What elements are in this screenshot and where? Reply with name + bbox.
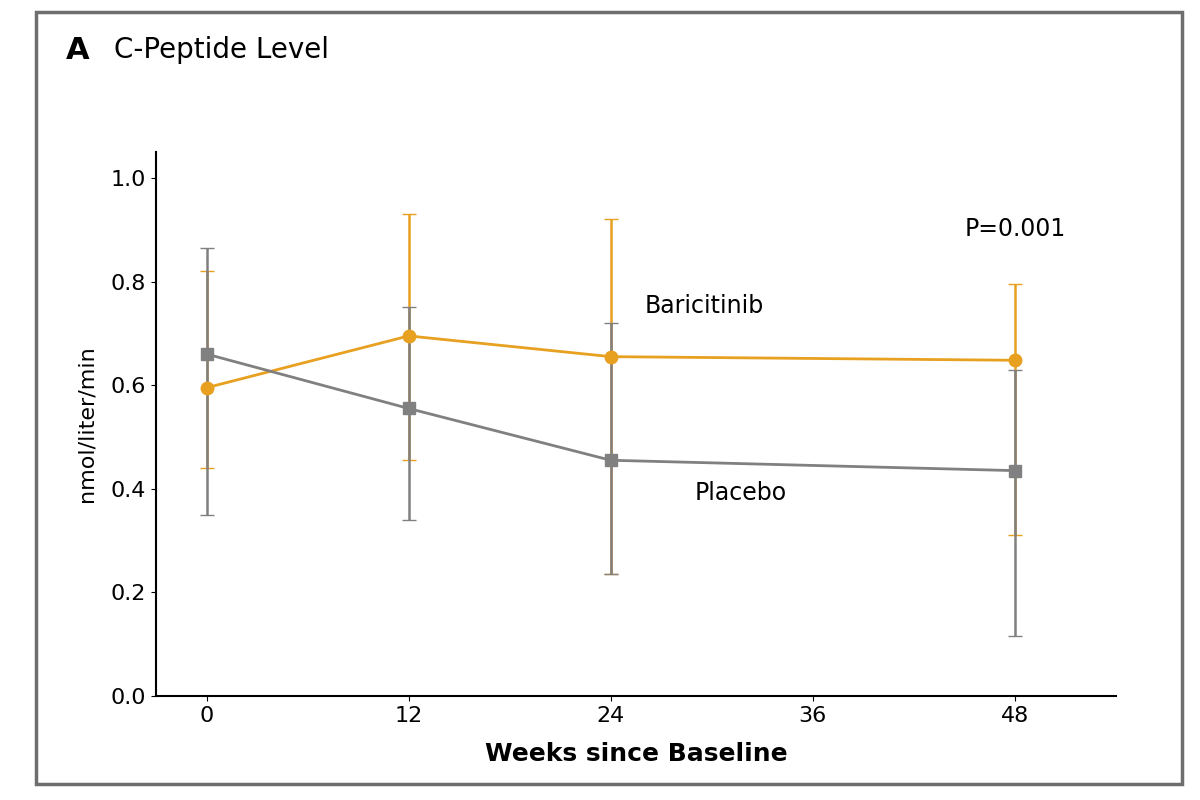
X-axis label: Weeks since Baseline: Weeks since Baseline	[485, 742, 787, 766]
Text: Baricitinib: Baricitinib	[644, 294, 763, 318]
Text: P=0.001: P=0.001	[965, 217, 1066, 241]
Text: C-Peptide Level: C-Peptide Level	[114, 36, 329, 64]
Y-axis label: nmol/liter/min: nmol/liter/min	[77, 346, 97, 502]
Text: Placebo: Placebo	[695, 481, 787, 505]
Text: A: A	[66, 36, 90, 65]
